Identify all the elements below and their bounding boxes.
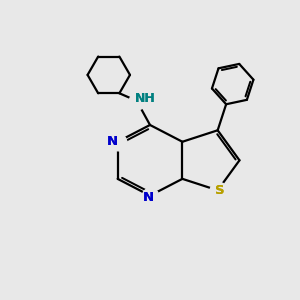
Text: N: N (107, 135, 118, 148)
Text: N: N (143, 190, 154, 204)
Text: S: S (215, 184, 225, 197)
Text: N: N (107, 135, 118, 148)
Text: NH: NH (135, 92, 155, 105)
Text: NH: NH (135, 92, 155, 105)
Text: S: S (215, 184, 225, 197)
Text: N: N (143, 190, 154, 204)
